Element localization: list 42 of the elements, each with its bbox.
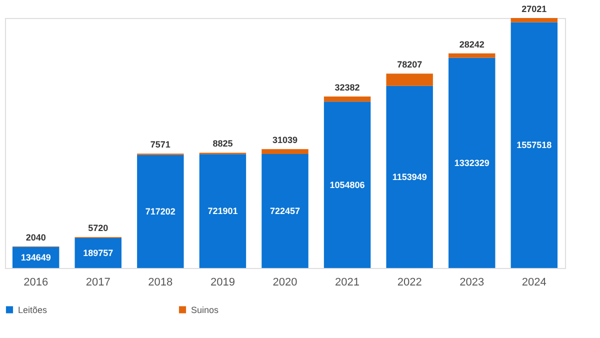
bar xyxy=(386,86,433,268)
data-label: 134649 xyxy=(20,252,51,262)
x-tick-label: 2016 xyxy=(24,276,48,288)
data-label: 7571 xyxy=(150,140,170,150)
bar xyxy=(510,18,558,22)
data-label: 722457 xyxy=(270,206,300,216)
x-tick-label: 2024 xyxy=(522,276,546,288)
data-label: 1332329 xyxy=(454,158,490,168)
bar xyxy=(448,53,496,58)
data-label: 1054806 xyxy=(330,180,365,190)
x-tick-label: 2022 xyxy=(397,276,422,288)
x-tick-label: 2019 xyxy=(210,276,235,288)
legend-label: Leitões xyxy=(18,304,48,315)
x-tick-label: 2017 xyxy=(86,276,110,288)
x-tick-label: 2020 xyxy=(272,276,298,288)
x-tick-label: 2018 xyxy=(148,276,173,288)
data-label: 717202 xyxy=(145,206,176,216)
data-label: 1557518 xyxy=(516,140,552,150)
bar xyxy=(199,154,246,268)
legend-label: Suinos xyxy=(191,304,220,315)
data-label: 31039 xyxy=(272,135,298,146)
data-label: 1153949 xyxy=(392,172,427,182)
bar xyxy=(510,22,558,268)
bar xyxy=(74,238,122,268)
data-label: 5720 xyxy=(88,223,108,234)
data-label: 28242 xyxy=(459,39,484,50)
data-label: 189757 xyxy=(83,248,114,258)
x-tick-label: 2021 xyxy=(335,276,360,288)
bar xyxy=(262,154,308,268)
bar xyxy=(262,149,308,154)
bar xyxy=(324,96,371,102)
data-label: 78207 xyxy=(397,60,422,70)
bar xyxy=(448,58,496,268)
data-label: 27021 xyxy=(522,4,547,14)
data-label: 2040 xyxy=(26,232,46,242)
x-tick-label: 2023 xyxy=(460,276,484,288)
bar xyxy=(324,102,371,268)
data-label: 8825 xyxy=(212,138,233,149)
bar xyxy=(137,154,184,268)
data-label: 721901 xyxy=(208,206,238,216)
bar xyxy=(386,74,433,86)
data-label: 32382 xyxy=(334,82,360,92)
